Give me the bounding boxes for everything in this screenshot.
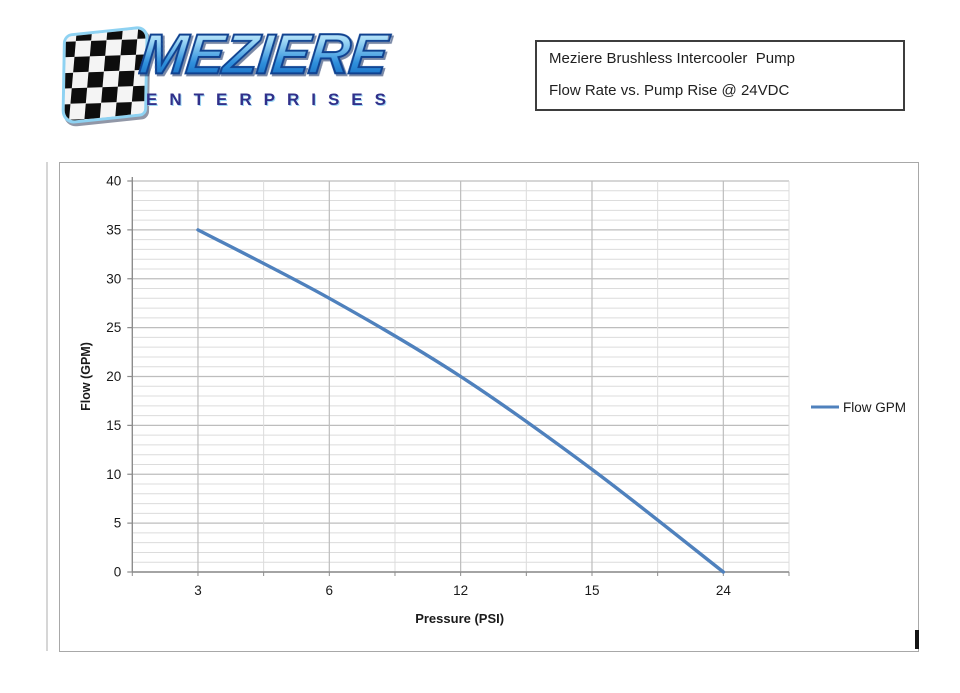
y-tick-label: 20 <box>106 369 121 384</box>
y-tick-label: 0 <box>114 565 122 580</box>
logo-brand-text: MEZIERE <box>136 23 391 88</box>
x-tick-label: 6 <box>326 583 334 598</box>
y-tick-label: 30 <box>106 271 121 286</box>
checkered-flag-icon <box>61 25 149 125</box>
x-tick-label: 12 <box>453 583 468 598</box>
y-tick-label: 40 <box>106 174 121 189</box>
flow-vs-pressure-chart: 0 5 10 15 20 25 30 35 40 3 6 12 15 24 Flow (GPM) Pressu… <box>59 162 919 652</box>
y-tick-label: 35 <box>106 222 121 237</box>
logo-subbrand-text: ENTERPRISES <box>146 90 398 109</box>
corner-mark <box>915 630 919 649</box>
x-tick-label: 24 <box>716 583 732 598</box>
chart-canvas: 0 5 10 15 20 25 30 35 40 3 6 12 15 24 Flow (GPM) Pressu… <box>79 174 906 627</box>
x-tick-label: 15 <box>584 583 599 598</box>
y-tick-label: 25 <box>106 320 121 335</box>
y-tick-label: 10 <box>106 467 121 482</box>
meziere-logo: MEZIERE ENTERPRISES <box>58 23 468 125</box>
chart-title-box: Meziere Brushless Intercooler Pump Flow … <box>535 40 905 111</box>
legend-label: Flow GPM <box>843 400 906 415</box>
y-tick-label: 15 <box>106 418 121 433</box>
flow-gpm-curve <box>196 228 726 574</box>
x-tick-label: 3 <box>194 583 202 598</box>
y-axis-title: Flow (GPM) <box>79 342 93 411</box>
page-left-rule <box>46 162 48 651</box>
y-tick-label: 5 <box>114 516 122 531</box>
title-line-2: Flow Rate vs. Pump Rise @ 24VDC <box>549 81 790 99</box>
title-line-1: Meziere Brushless Intercooler Pump <box>549 50 795 67</box>
x-axis-title: Pressure (PSI) <box>415 611 504 626</box>
